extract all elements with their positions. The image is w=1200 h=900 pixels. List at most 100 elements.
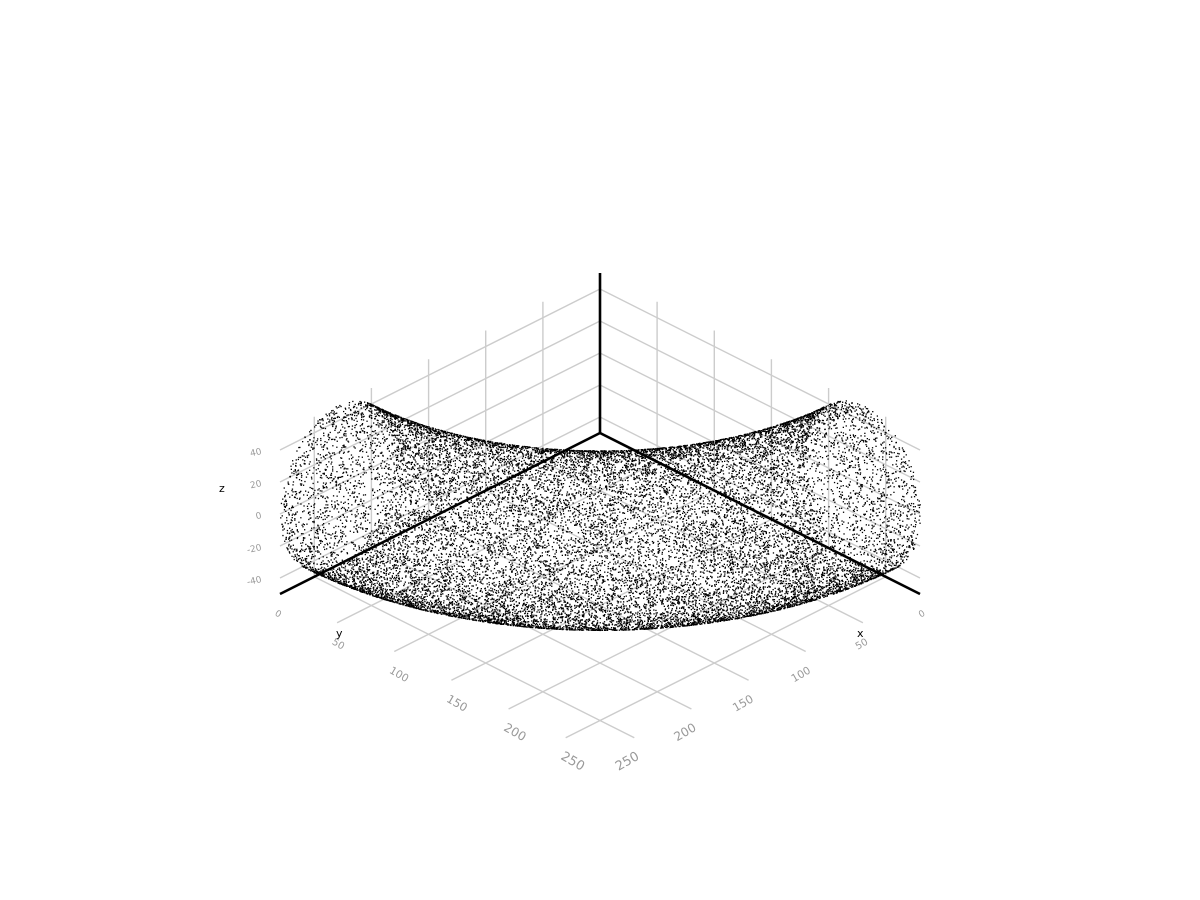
data-point [772, 530, 774, 532]
data-point [569, 605, 571, 607]
data-point [756, 540, 758, 543]
data-point [880, 476, 882, 478]
data-point [548, 571, 550, 573]
data-point [564, 600, 566, 602]
data-point [686, 604, 688, 606]
data-point [657, 548, 659, 550]
data-point [681, 477, 683, 479]
data-point [543, 451, 545, 453]
data-point [546, 628, 548, 630]
data-point [844, 569, 846, 571]
data-point [773, 538, 775, 540]
data-point [537, 621, 540, 623]
data-point [347, 498, 349, 501]
data-point [683, 499, 685, 501]
data-point [783, 427, 785, 429]
data-point [563, 546, 565, 548]
data-point [853, 445, 855, 448]
data-point [524, 564, 526, 567]
data-point [395, 459, 398, 461]
data-point [672, 455, 675, 457]
data-point [848, 474, 850, 476]
data-point [487, 442, 489, 445]
data-point [864, 427, 866, 429]
data-point [664, 588, 666, 590]
data-point [530, 541, 533, 543]
data-point [399, 552, 401, 555]
data-point [803, 441, 805, 443]
data-point [866, 427, 868, 429]
data-point [505, 607, 508, 610]
data-point [533, 572, 535, 574]
data-point [799, 440, 801, 442]
data-point [513, 509, 515, 511]
data-point [405, 601, 408, 603]
data-point [654, 522, 656, 524]
data-point [291, 517, 293, 519]
data-point [606, 454, 608, 456]
data-point [551, 571, 553, 573]
data-point [793, 605, 795, 607]
data-point [691, 508, 694, 510]
data-point [381, 595, 383, 597]
data-point [343, 516, 346, 518]
data-point [669, 507, 671, 509]
data-point [291, 506, 294, 508]
data-point [734, 533, 737, 535]
data-point [585, 492, 587, 494]
data-point [485, 496, 488, 498]
data-point [592, 569, 594, 572]
data-point [833, 441, 835, 444]
data-point [574, 475, 577, 477]
data-point [609, 499, 611, 501]
data-point [677, 465, 679, 467]
data-point [878, 536, 881, 538]
data-point [434, 600, 437, 602]
data-point [566, 491, 569, 493]
data-point [551, 604, 553, 606]
data-point [585, 628, 587, 630]
data-point [589, 533, 591, 535]
data-point [872, 486, 874, 488]
scatter-points [280, 400, 921, 632]
data-point [552, 608, 554, 610]
data-point [776, 488, 778, 490]
data-point [711, 603, 713, 605]
data-point [342, 583, 345, 585]
data-point [574, 581, 576, 583]
data-point [792, 582, 794, 584]
data-point [416, 574, 418, 576]
data-point [604, 515, 606, 517]
data-point [496, 470, 499, 472]
data-point [829, 587, 831, 589]
data-point [692, 575, 694, 577]
data-point [475, 482, 477, 484]
data-point [719, 549, 721, 551]
data-point [650, 574, 652, 576]
data-point [323, 573, 325, 576]
data-point [473, 467, 475, 469]
data-point [336, 471, 338, 473]
wall-grid-line-z [279, 384, 601, 547]
data-point [798, 601, 800, 603]
data-point [700, 481, 703, 484]
data-point [906, 518, 908, 520]
data-point [707, 578, 709, 580]
data-point [437, 507, 439, 509]
data-point [640, 555, 643, 557]
data-point [470, 534, 472, 536]
data-point [914, 489, 917, 492]
data-point [653, 448, 656, 450]
data-point [758, 537, 761, 539]
data-point [378, 574, 380, 576]
data-point [686, 450, 688, 452]
data-point [532, 476, 534, 478]
data-point [773, 576, 775, 579]
data-point [744, 541, 746, 543]
data-point [363, 472, 365, 474]
data-point [543, 508, 545, 510]
data-point [620, 629, 622, 631]
data-point [579, 538, 581, 540]
data-point [880, 443, 882, 445]
data-point [369, 403, 371, 405]
